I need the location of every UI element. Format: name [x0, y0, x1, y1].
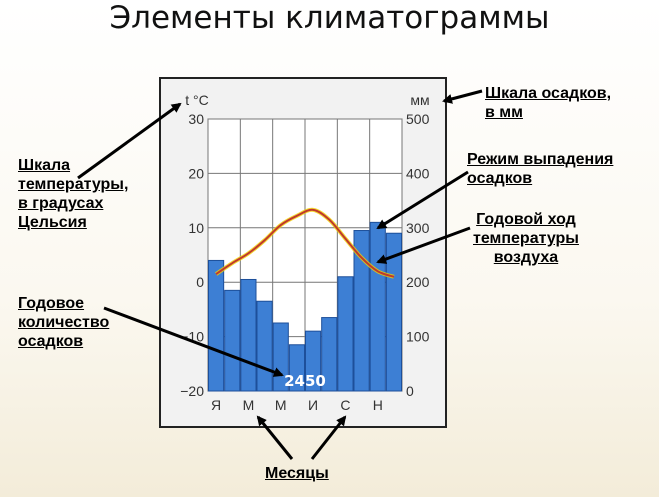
precipitation-bar [337, 276, 354, 392]
month-label: И [308, 397, 318, 413]
arrow-annual-precip [103, 306, 284, 377]
month-label: М [275, 397, 287, 413]
precipitation-bar [240, 278, 257, 392]
temp-unit-label: t °C [185, 92, 209, 108]
precip-unit-label: мм [410, 92, 429, 108]
label-temperature-course: Годовой ход температуры воздуха [473, 211, 579, 266]
precip-tick-label: 100 [406, 329, 430, 345]
precipitation-bar [256, 300, 273, 392]
label-precipitation-scale: Шкала осадков, в мм [485, 85, 612, 121]
precipitation-bar [288, 344, 306, 392]
temperature-line [214, 207, 395, 279]
precipitation-bar [321, 317, 338, 392]
precipitation-scale: 500 400 300 200 100 0 [406, 111, 430, 399]
arrow-temp-scale [77, 102, 182, 180]
annual-total-value: 2450 [284, 372, 326, 390]
month-label: Н [373, 397, 383, 413]
month-label: С [340, 397, 350, 413]
temp-tick-label: 0 [196, 274, 204, 290]
precipitation-bar [224, 289, 241, 392]
temperature-curve [215, 208, 395, 278]
arrow-months-left [256, 415, 294, 460]
precip-tick-label: 200 [406, 274, 430, 290]
month-label: М [243, 397, 255, 413]
precip-tick-label: 500 [406, 111, 430, 127]
precipitation-bar [353, 230, 370, 392]
label-months: Месяцы [265, 465, 329, 482]
arrow-precip-scale [442, 89, 483, 104]
precipitation-bar [369, 221, 386, 392]
precip-tick-label: 400 [406, 165, 430, 181]
precipitation-bar [385, 232, 403, 392]
label-annual-precipitation: Годовое количество осадков [18, 295, 110, 350]
temp-tick-label: −10 [180, 329, 204, 345]
precipitation-bar [305, 330, 322, 392]
temp-tick-label: 10 [188, 220, 204, 236]
annotation-arrows [77, 89, 483, 460]
arrow-temp-course [376, 226, 471, 264]
precip-tick-label: 300 [406, 220, 430, 236]
arrow-months-right [310, 415, 347, 460]
temp-tick-label: 20 [188, 165, 204, 181]
precipitation-bar [208, 259, 225, 392]
temperature-scale: 30 20 10 0 −10 −20 [180, 111, 204, 399]
label-precipitation-regime: Режим выпадения осадков [467, 151, 614, 187]
month-label: Я [211, 397, 221, 413]
temp-tick-label: −20 [180, 383, 204, 399]
arrow-precip-regime [376, 170, 469, 230]
precip-tick-label: 0 [406, 383, 414, 399]
page-title: Элементы климатограммы [109, 0, 550, 36]
temp-tick-label: 30 [188, 111, 204, 127]
label-temperature-scale: Шкала температуры, в градусах Цельсия [18, 157, 129, 231]
